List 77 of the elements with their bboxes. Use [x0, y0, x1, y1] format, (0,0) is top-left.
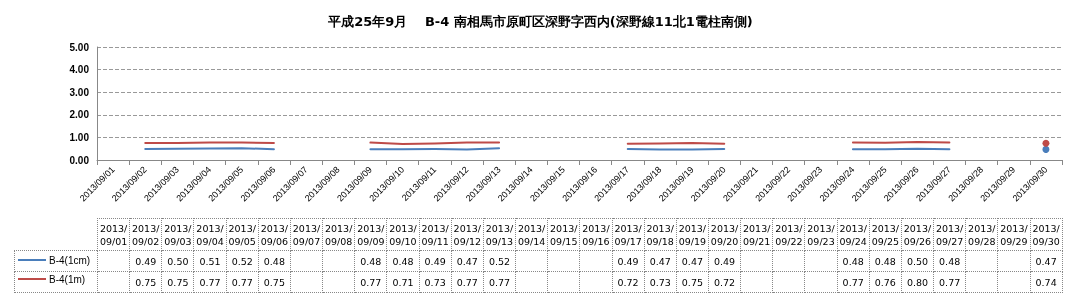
data-label: 0.50: [161, 250, 194, 272]
category-label: 2013/09/21: [743, 222, 771, 247]
category-label: 2013/09/02: [132, 222, 160, 247]
y-tick-label: 2.00: [69, 109, 90, 121]
data-label: 0.75: [161, 271, 194, 293]
data-label: 0.77: [354, 271, 387, 293]
category-label: 2013/09/29: [1000, 222, 1028, 247]
data-label: 0.75: [129, 271, 162, 293]
category-label: 2013/09/18: [646, 222, 674, 247]
data-label: 0.80: [901, 271, 934, 293]
data-label: 0.73: [419, 271, 452, 293]
category-label: 2013/09/28: [968, 222, 996, 247]
category-label: 2013/09/15: [550, 222, 578, 247]
y-tick-label: 5.00: [69, 41, 90, 53]
data-label: 0.48: [933, 250, 966, 272]
data-label: 0.51: [193, 250, 227, 272]
data-label: 0.52: [226, 250, 259, 272]
data-label: 0.49: [129, 250, 162, 272]
data-label: 0.77: [483, 271, 516, 293]
category-label: 2013/09/10: [389, 222, 417, 247]
data-label: 0.75: [676, 271, 709, 293]
data-label: 0.52: [483, 250, 516, 272]
category-label: 2013/09/23: [807, 222, 835, 247]
data-label: 0.48: [354, 250, 387, 272]
data-label: 0.77: [193, 271, 227, 293]
category-label: 2013/09/04: [196, 222, 224, 247]
category-label: 2013/09/27: [935, 222, 964, 247]
category-label: 2013/09/06: [260, 222, 289, 247]
chart-title: 平成25年9月 B-4 南相馬市原町区深野字西内(深野線11北1電柱南側): [327, 14, 753, 29]
category-label: 2013/09/12: [453, 222, 481, 247]
category-label: 2013/09/25: [871, 222, 900, 247]
y-tick-label: 3.00: [69, 86, 90, 98]
category-label: 2013/09/01: [99, 222, 128, 247]
category-label: 2013/09/20: [710, 222, 739, 247]
legend-label: B-4(1cm): [49, 254, 91, 266]
data-label: 0.77: [837, 271, 870, 293]
data-label: 0.49: [612, 250, 645, 272]
data-label: 0.75: [258, 271, 291, 293]
data-label: 0.76: [869, 271, 902, 293]
category-label: 2013/09/07: [292, 222, 321, 247]
legend-label: B-4(1m): [49, 273, 86, 285]
data-label: 0.49: [419, 250, 452, 272]
data-label: 0.49: [708, 250, 741, 272]
category-label: 2013/09/17: [614, 222, 642, 247]
category-label: 2013/09/13: [485, 222, 514, 247]
category-label: 2013/09/14: [517, 222, 546, 247]
category-label: 2013/09/16: [582, 222, 610, 247]
data-label: 0.47: [1030, 250, 1063, 272]
category-label: 2013/09/09: [357, 222, 385, 247]
data-label: 0.47: [676, 250, 709, 272]
data-label: 0.47: [644, 250, 677, 272]
category-label: 2013/09/08: [324, 222, 353, 247]
category-label: 2013/09/03: [164, 222, 192, 247]
data-label: 0.77: [451, 271, 484, 293]
data-label: 0.48: [386, 250, 420, 272]
data-label: 0.48: [258, 250, 291, 272]
data-label: 0.71: [386, 271, 420, 293]
data-label: 0.47: [451, 250, 484, 272]
y-tick-label: 1.00: [69, 131, 90, 143]
data-label: 0.50: [901, 250, 934, 272]
data-label: 0.74: [1030, 271, 1063, 293]
data-label: 0.73: [644, 271, 677, 293]
data-label: 0.77: [933, 271, 966, 293]
category-label: 2013/09/19: [678, 222, 707, 247]
category-label: 2013/09/05: [228, 222, 256, 247]
y-tick-label: 4.00: [69, 64, 90, 76]
data-label: 0.48: [869, 250, 902, 272]
category-label: 2013/09/11: [421, 222, 449, 247]
data-label: 0.72: [708, 271, 741, 293]
category-label: 2013/09/24: [839, 222, 867, 247]
category-label: 2013/09/30: [1032, 222, 1060, 247]
category-label: 2013/09/26: [903, 222, 932, 247]
y-tick-label: 0.00: [69, 154, 90, 166]
data-label: 0.72: [612, 271, 645, 293]
category-label: 2013/09/22: [775, 222, 803, 247]
data-label: 0.77: [226, 271, 259, 293]
data-label: 0.48: [837, 250, 870, 272]
